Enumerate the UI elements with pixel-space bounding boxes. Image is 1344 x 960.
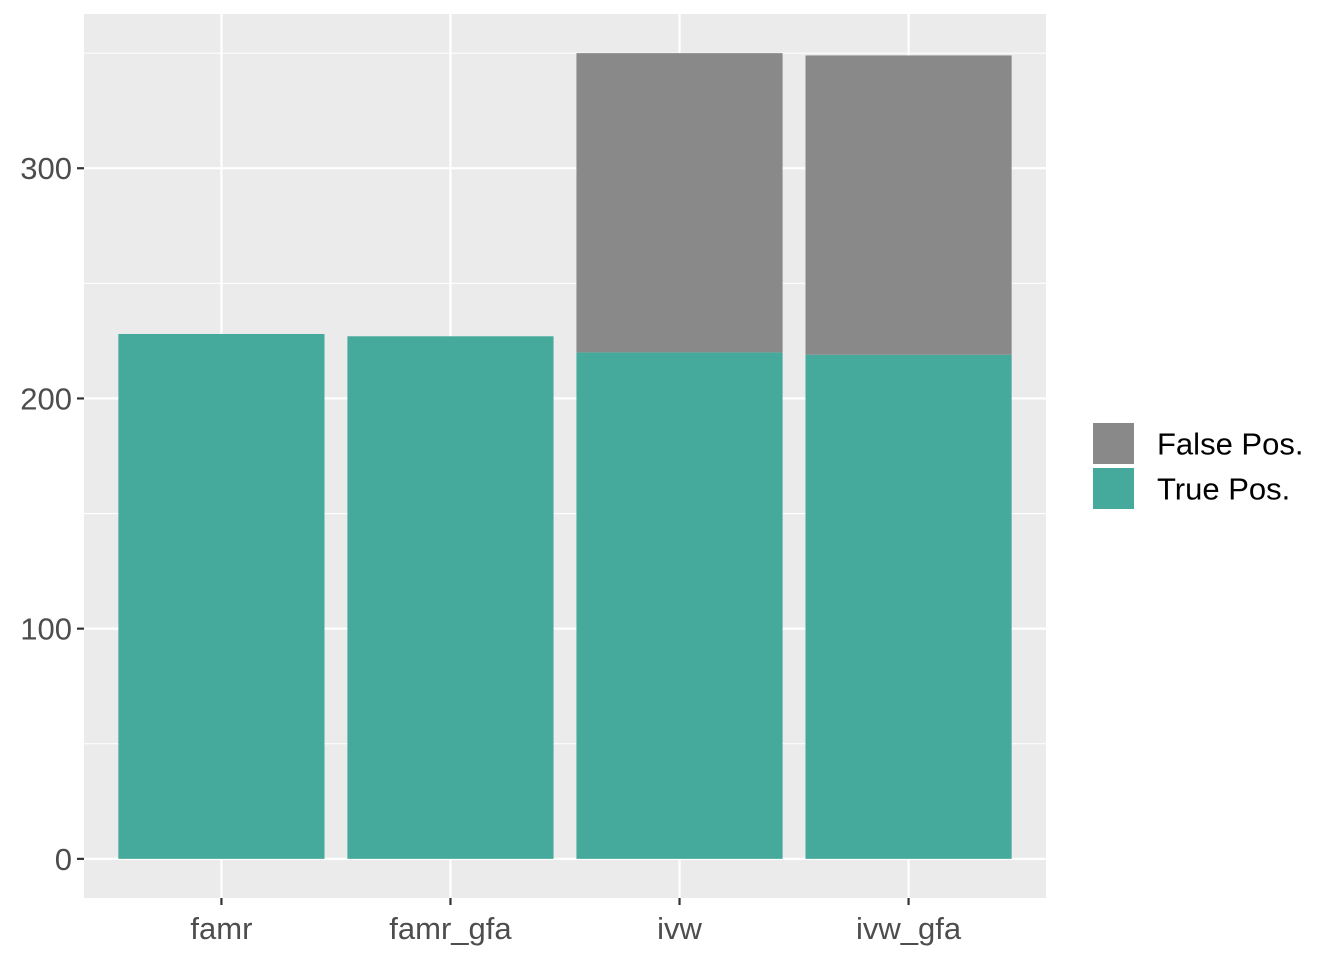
legend: False Pos. True Pos. <box>1091 421 1303 511</box>
bar-ivw-true-pos <box>576 352 783 859</box>
legend-key-false-pos <box>1091 421 1136 466</box>
x-axis: famr famr_gfa ivw ivw_gfa <box>190 898 962 946</box>
bar-ivw-gfa-true-pos <box>805 354 1012 859</box>
legend-label-false-pos: False Pos. <box>1157 427 1303 462</box>
x-tick-label: ivw_gfa <box>856 911 962 946</box>
bar-ivw-gfa-false-pos <box>805 55 1012 355</box>
x-tick-label: famr_gfa <box>389 911 512 946</box>
x-tick-label: famr <box>190 911 252 946</box>
bar-ivw-false-pos <box>576 53 783 353</box>
y-axis: 0 100 200 300 <box>20 151 84 877</box>
y-tick-label: 300 <box>20 151 72 186</box>
y-tick-label: 100 <box>20 612 72 647</box>
y-tick-label: 200 <box>20 381 72 416</box>
legend-key-true-pos <box>1091 466 1136 511</box>
bars <box>118 53 1012 859</box>
bar-famr-true-pos <box>118 333 325 859</box>
y-tick-label: 0 <box>55 842 72 877</box>
x-tick-label: ivw <box>657 911 702 946</box>
bar-famr-gfa-true-pos <box>347 336 554 859</box>
legend-label-true-pos: True Pos. <box>1157 472 1290 507</box>
